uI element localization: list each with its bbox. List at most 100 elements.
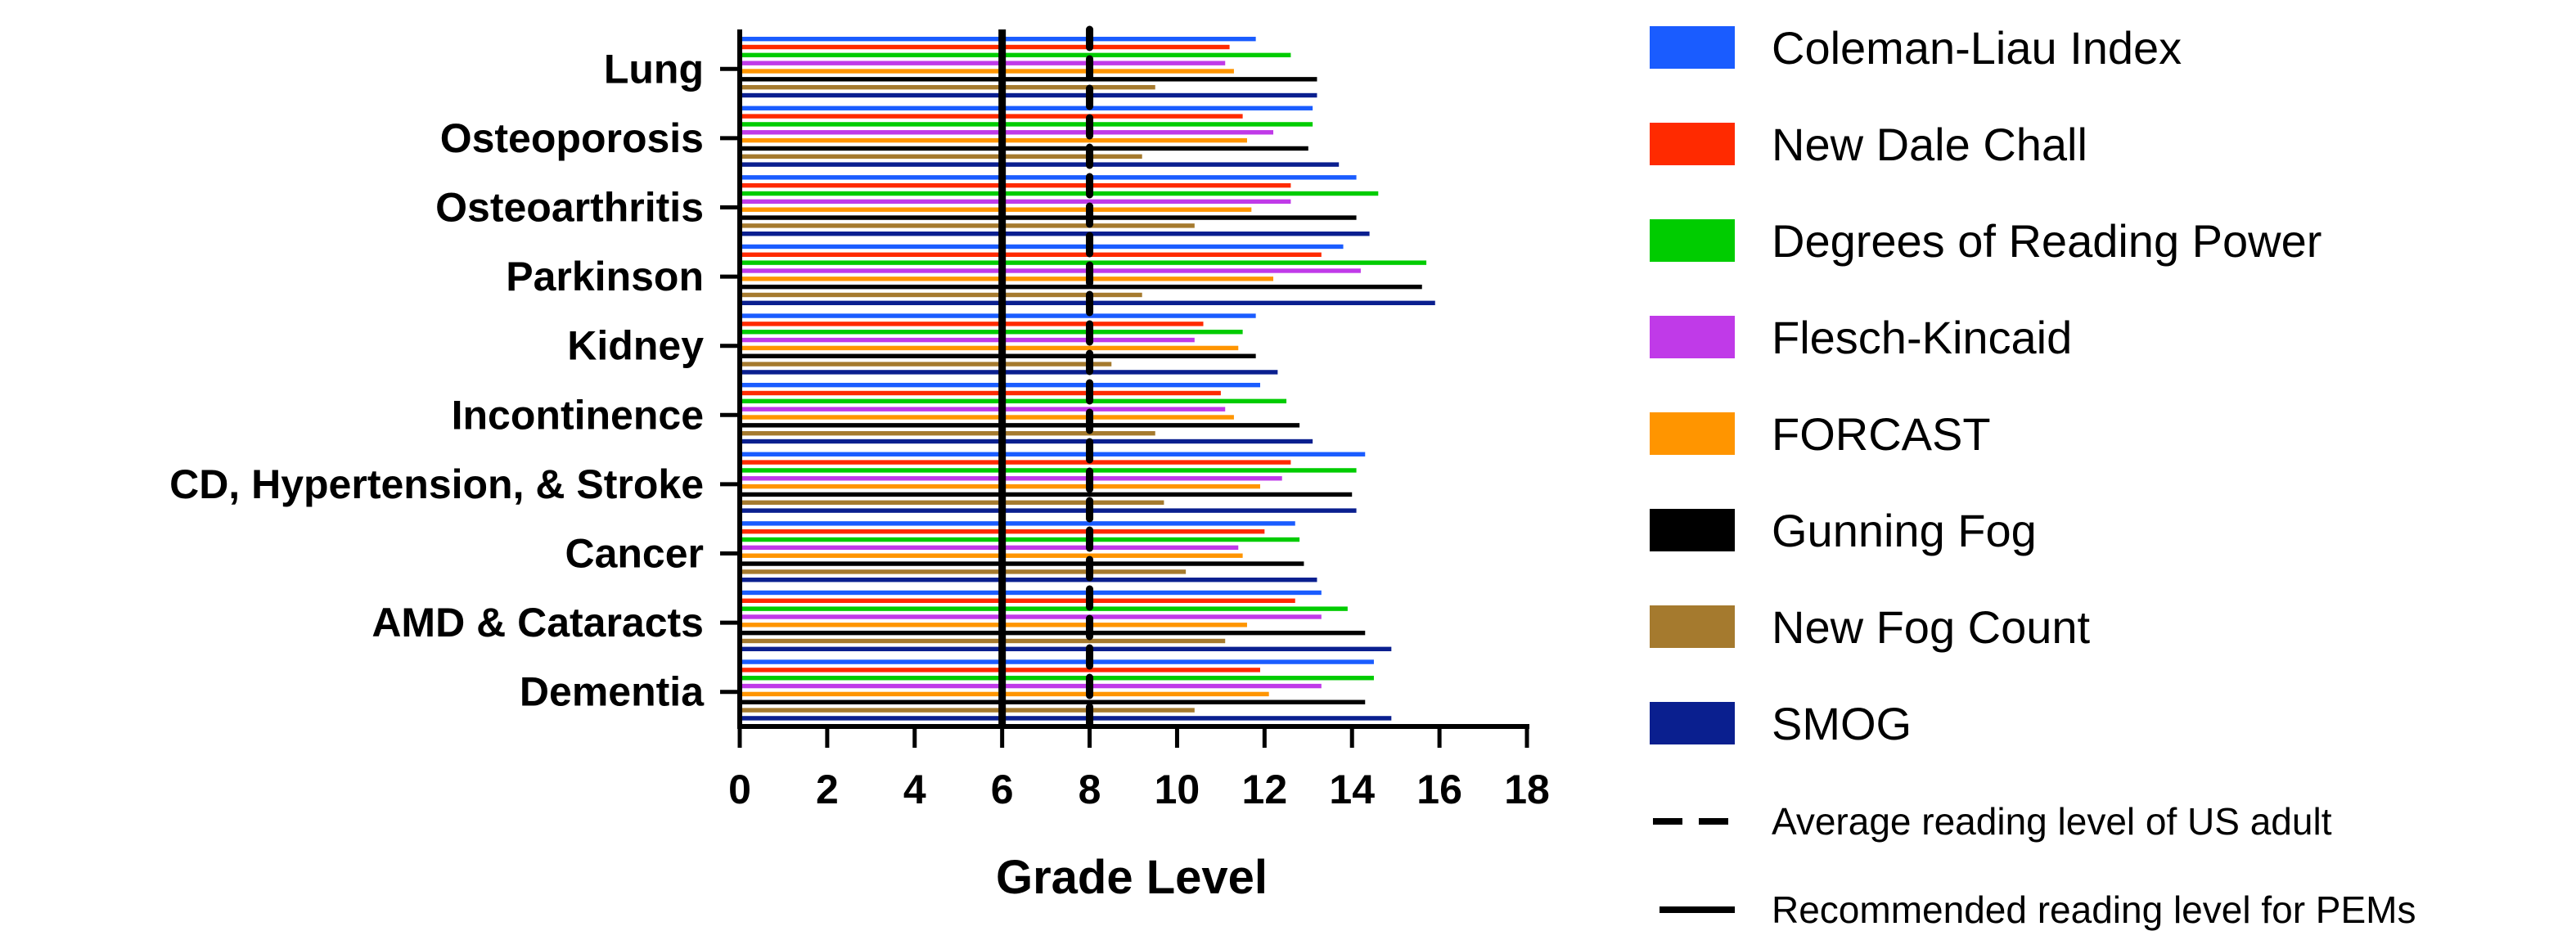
bar: [740, 362, 1112, 367]
bar: [740, 44, 1230, 50]
bar: [740, 154, 1142, 159]
bar: [740, 268, 1361, 273]
category-label: Cancer: [565, 531, 704, 577]
bar: [740, 252, 1322, 257]
bar: [740, 175, 1357, 180]
bar: [740, 430, 1155, 436]
bar: [740, 614, 1322, 619]
legend-swatch: [1650, 26, 1735, 69]
bar: [740, 407, 1226, 412]
legend-swatch: [1650, 412, 1735, 455]
bar: [740, 415, 1234, 420]
axes: 0 2 4 6 8 10 12 14 16 18: [720, 29, 1550, 812]
bar: [740, 708, 1195, 713]
category-label: AMD & Cataracts: [372, 600, 704, 645]
category-label: Osteoporosis: [440, 115, 704, 161]
bar: [740, 52, 1291, 58]
bar: [740, 423, 1300, 428]
bar: [740, 232, 1370, 236]
bar: [740, 114, 1243, 119]
x-tick-label: 12: [1242, 767, 1288, 812]
bar: [740, 590, 1322, 596]
bar: [740, 207, 1252, 212]
bar: [740, 353, 1256, 358]
x-tick-label: 2: [816, 767, 839, 812]
legend-swatch: [1650, 605, 1735, 648]
bar: [740, 646, 1392, 652]
legend-swatch: [1650, 316, 1735, 358]
x-tick-label: 8: [1079, 767, 1101, 812]
bar: [740, 337, 1195, 343]
bar: [740, 92, 1317, 98]
legend: Coleman-Liau Index New Dale Chall Degrees …: [1650, 22, 2416, 931]
bar: [740, 569, 1187, 574]
bar: [740, 191, 1379, 196]
bar: [740, 676, 1374, 681]
bar: [740, 84, 1155, 90]
legend-label: Gunning Fog: [1772, 505, 2037, 556]
category-label: Parkinson: [506, 254, 704, 299]
x-tick-label: 4: [903, 767, 926, 812]
x-tick-label: 16: [1416, 767, 1462, 812]
category-label: Lung: [604, 46, 704, 92]
legend-label: Flesch-Kincaid: [1772, 312, 2072, 363]
bar: [740, 659, 1374, 664]
bar: [740, 292, 1142, 298]
category-label: Incontinence: [452, 392, 704, 438]
bar: [740, 322, 1204, 326]
bar: [740, 545, 1239, 551]
legend-swatch: [1650, 702, 1735, 744]
legend-label: SMOG: [1772, 698, 1912, 749]
bar: [740, 182, 1291, 188]
bar: [740, 244, 1344, 250]
bar: [740, 460, 1291, 465]
reference-lines: [998, 25, 1094, 731]
bar: [740, 598, 1295, 603]
bar: [740, 492, 1353, 497]
x-axis-title: Grade Level: [996, 851, 1268, 904]
category-label: Dementia: [520, 669, 705, 715]
legend-label: Average reading level of US adult: [1772, 800, 2332, 843]
bar: [740, 638, 1226, 644]
category-label: Osteoarthritis: [435, 185, 704, 231]
bar: [740, 500, 1164, 505]
bar: [740, 578, 1317, 582]
bar: [740, 398, 1287, 404]
legend-label: FORCAST: [1772, 408, 1991, 460]
bar: [740, 716, 1392, 721]
bar: [740, 277, 1274, 281]
legend-label: New Fog Count: [1772, 601, 2091, 653]
bar: [740, 345, 1239, 351]
bar: [740, 199, 1291, 205]
category-labels: Lung Osteoporosis Osteoarthritis Parkinson K…: [169, 46, 705, 714]
bar: [740, 260, 1427, 265]
bar: [740, 476, 1282, 481]
bar: [740, 106, 1313, 110]
legend-swatch: [1650, 219, 1735, 262]
bar: [740, 61, 1226, 65]
x-tick-label: 0: [728, 767, 751, 812]
legend-swatch: [1650, 123, 1735, 165]
bar: [740, 606, 1348, 611]
bar: [740, 439, 1313, 444]
bar: [740, 630, 1366, 636]
bar: [740, 330, 1243, 335]
bar: [740, 537, 1300, 542]
x-tick-label: 14: [1329, 767, 1375, 812]
bar: [740, 130, 1274, 135]
bar: [740, 521, 1295, 526]
bar: [740, 77, 1317, 82]
bar: [740, 162, 1340, 167]
bar: [740, 284, 1422, 290]
bar: [740, 313, 1256, 318]
bar: [740, 553, 1243, 558]
bar: [740, 215, 1357, 220]
bar: [740, 146, 1308, 151]
bar: [740, 223, 1195, 228]
bar: [740, 36, 1256, 42]
x-tick-label: 18: [1504, 767, 1550, 812]
category-label: CD, Hypertension, & Stroke: [169, 461, 704, 507]
x-tick-label: 6: [991, 767, 1014, 812]
bar: [740, 69, 1234, 74]
